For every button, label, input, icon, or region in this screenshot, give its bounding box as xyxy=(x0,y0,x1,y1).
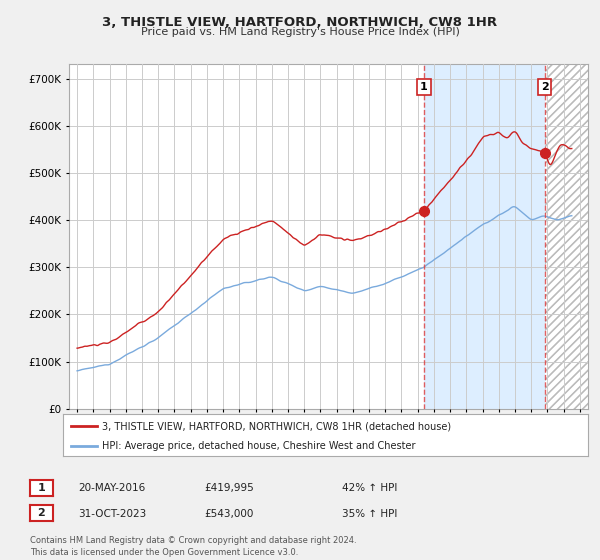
Bar xyxy=(545,64,588,409)
Text: Contains HM Land Registry data © Crown copyright and database right 2024.: Contains HM Land Registry data © Crown c… xyxy=(30,536,356,545)
Text: 3, THISTLE VIEW, HARTFORD, NORTHWICH, CW8 1HR (detached house): 3, THISTLE VIEW, HARTFORD, NORTHWICH, CW… xyxy=(103,421,452,431)
Bar xyxy=(424,64,545,409)
Text: 35% ↑ HPI: 35% ↑ HPI xyxy=(342,508,397,519)
Text: 2: 2 xyxy=(541,82,548,92)
Text: This data is licensed under the Open Government Licence v3.0.: This data is licensed under the Open Gov… xyxy=(30,548,298,557)
Text: Price paid vs. HM Land Registry's House Price Index (HPI): Price paid vs. HM Land Registry's House … xyxy=(140,27,460,37)
Text: 2: 2 xyxy=(38,508,45,518)
Text: 1: 1 xyxy=(420,82,428,92)
Text: 1: 1 xyxy=(38,483,45,493)
Text: £543,000: £543,000 xyxy=(204,508,253,519)
Text: 31-OCT-2023: 31-OCT-2023 xyxy=(78,508,146,519)
Text: 3, THISTLE VIEW, HARTFORD, NORTHWICH, CW8 1HR: 3, THISTLE VIEW, HARTFORD, NORTHWICH, CW… xyxy=(103,16,497,29)
Text: HPI: Average price, detached house, Cheshire West and Chester: HPI: Average price, detached house, Ches… xyxy=(103,441,416,451)
Text: 42% ↑ HPI: 42% ↑ HPI xyxy=(342,483,397,493)
Text: £419,995: £419,995 xyxy=(204,483,254,493)
Text: 20-MAY-2016: 20-MAY-2016 xyxy=(78,483,145,493)
Bar xyxy=(545,64,588,409)
